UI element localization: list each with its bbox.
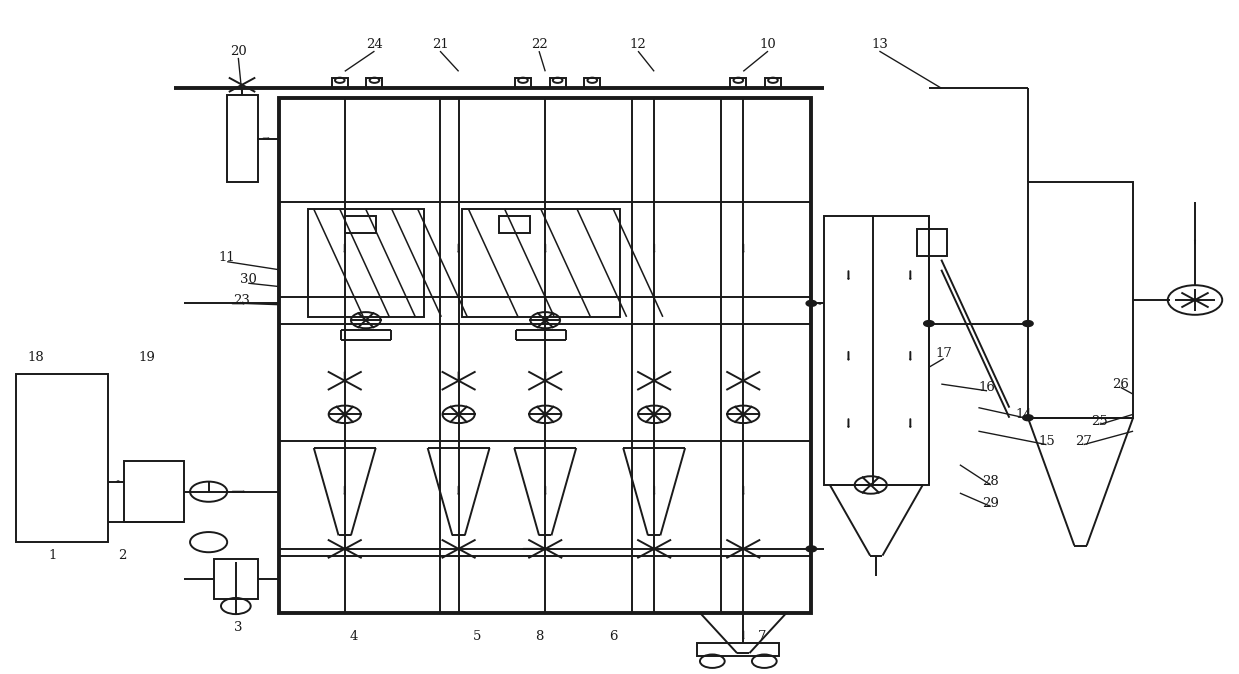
Circle shape bbox=[807, 301, 817, 306]
Text: 14: 14 bbox=[1016, 408, 1032, 421]
Text: 30: 30 bbox=[240, 274, 256, 286]
Text: 25: 25 bbox=[1092, 415, 1108, 427]
Text: 6: 6 bbox=[610, 630, 617, 643]
Bar bbox=[515, 78, 532, 88]
Bar bbox=[213, 559, 258, 599]
Bar bbox=[124, 462, 183, 522]
Text: 23: 23 bbox=[234, 293, 250, 307]
Text: 24: 24 bbox=[366, 38, 383, 51]
Text: 5: 5 bbox=[473, 630, 482, 643]
Text: 12: 12 bbox=[629, 38, 647, 51]
Text: 3: 3 bbox=[234, 621, 243, 634]
Bar bbox=[550, 78, 566, 88]
Bar bbox=[462, 209, 620, 317]
Bar bbox=[367, 78, 383, 88]
Bar bbox=[332, 78, 348, 88]
Bar bbox=[499, 216, 530, 233]
Bar bbox=[279, 98, 812, 613]
Text: 27: 27 bbox=[1075, 435, 1092, 448]
Bar bbox=[307, 209, 424, 317]
Bar bbox=[698, 643, 779, 656]
Bar bbox=[227, 95, 258, 182]
Text: 28: 28 bbox=[983, 475, 999, 488]
Text: 20: 20 bbox=[230, 44, 247, 58]
Text: 8: 8 bbox=[535, 630, 543, 643]
Text: 22: 22 bbox=[530, 38, 548, 51]
Text: 4: 4 bbox=[349, 630, 358, 643]
Text: 26: 26 bbox=[1113, 377, 1129, 390]
Circle shape bbox=[1023, 415, 1033, 421]
Bar bbox=[344, 216, 375, 233]
Circle shape bbox=[1023, 321, 1033, 326]
Text: 19: 19 bbox=[139, 350, 155, 364]
Bar bbox=[1028, 182, 1134, 418]
Bar bbox=[16, 374, 108, 542]
Text: 29: 29 bbox=[983, 497, 999, 510]
Text: 16: 16 bbox=[979, 381, 995, 394]
Circle shape bbox=[807, 546, 817, 551]
Text: 18: 18 bbox=[27, 350, 43, 364]
Text: 15: 15 bbox=[1038, 435, 1054, 448]
Bar bbox=[585, 78, 601, 88]
Text: 11: 11 bbox=[219, 251, 235, 264]
Text: 10: 10 bbox=[760, 38, 777, 51]
Bar bbox=[764, 78, 781, 88]
Bar bbox=[824, 216, 929, 485]
Circle shape bbox=[924, 321, 934, 326]
Bar bbox=[730, 78, 746, 88]
Text: 2: 2 bbox=[118, 549, 126, 562]
Text: 13: 13 bbox=[871, 38, 888, 51]
Text: 1: 1 bbox=[48, 549, 57, 562]
Bar bbox=[917, 229, 948, 256]
Text: 7: 7 bbox=[757, 630, 766, 643]
Text: 17: 17 bbox=[935, 347, 953, 361]
Text: 21: 21 bbox=[431, 38, 449, 51]
